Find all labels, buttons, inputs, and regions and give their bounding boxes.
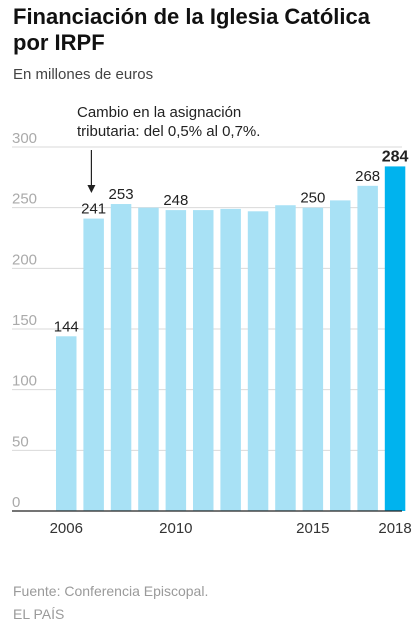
- y-tick-label: 100: [12, 373, 37, 390]
- annotation: Cambio en la asignación tributaria: del 0…: [77, 104, 260, 193]
- bar-2008: [110, 204, 132, 511]
- bar-2015: [302, 207, 324, 511]
- y-tick-label: 0: [12, 494, 20, 511]
- bar-2017: [357, 185, 378, 511]
- x-tick-label-2010: 2010: [159, 520, 192, 537]
- x-tick-label-2018: 2018: [378, 520, 411, 537]
- x-tick-labels: 2006 2010 2015 2018: [50, 520, 412, 537]
- bar-2012: [220, 208, 241, 511]
- data-label-2017: 268: [355, 168, 380, 185]
- annotation-text: Cambio en la asignación tributaria: del 0…: [77, 104, 260, 140]
- bar-2010: [165, 210, 187, 512]
- y-tick-label: 200: [12, 251, 37, 268]
- y-tick-label: 300: [12, 130, 37, 147]
- x-tick-label-2006: 2006: [50, 520, 83, 537]
- y-tick-label: 150: [12, 312, 37, 329]
- bar-2014: [275, 205, 296, 512]
- bars: [12, 166, 406, 512]
- data-label-2010: 248: [163, 192, 188, 209]
- data-label-2006: 144: [54, 318, 79, 335]
- annotation-arrowhead: [87, 185, 96, 193]
- data-label-2015: 250: [300, 190, 325, 207]
- y-tick-labels: 0 50 100 150 200 250 300: [12, 130, 37, 511]
- source-note: Fuente: Conferencia Episcopal.: [13, 583, 209, 599]
- bar-2009: [138, 207, 159, 511]
- data-label-2018: 284: [382, 148, 409, 165]
- publisher-brand: EL PAÍS: [13, 606, 65, 622]
- chart-subtitle: En millones de euros: [13, 66, 154, 83]
- bar-2011: [193, 210, 214, 512]
- bar-2018: [384, 166, 406, 511]
- bar-2016: [330, 200, 351, 512]
- x-tick-label-2015: 2015: [296, 520, 329, 537]
- y-tick-label: 50: [12, 433, 29, 450]
- data-label-2007: 241: [81, 201, 106, 218]
- bar-2007: [83, 218, 104, 511]
- y-tick-label: 250: [12, 191, 37, 208]
- data-label-2008: 253: [109, 186, 134, 203]
- bar-2013: [247, 211, 269, 511]
- bar-2006: [56, 336, 77, 511]
- chart-title: Financiación de la Iglesia Católica por …: [13, 4, 371, 55]
